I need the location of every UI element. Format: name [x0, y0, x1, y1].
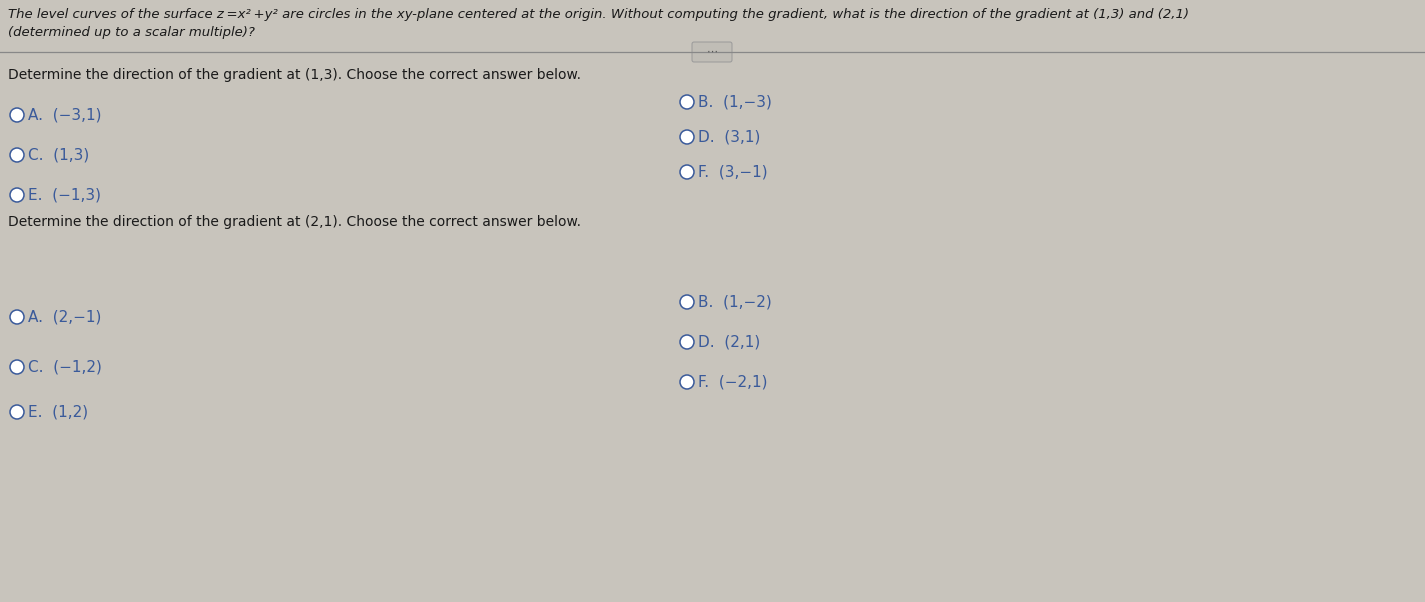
Circle shape	[680, 130, 694, 144]
Text: C.  (1,3): C. (1,3)	[28, 147, 90, 163]
Circle shape	[10, 360, 24, 374]
Text: Determine the direction of the gradient at (1,3). Choose the correct answer belo: Determine the direction of the gradient …	[9, 68, 581, 82]
Text: C.  (−1,2): C. (−1,2)	[28, 359, 101, 374]
Text: ⋯: ⋯	[707, 47, 718, 57]
Text: The level curves of the surface z =x² +y² are circles in the xy-plane centered a: The level curves of the surface z =x² +y…	[9, 8, 1188, 21]
Circle shape	[680, 95, 694, 109]
Text: E.  (1,2): E. (1,2)	[28, 405, 88, 420]
Text: A.  (−3,1): A. (−3,1)	[28, 108, 101, 122]
Text: A.  (2,−1): A. (2,−1)	[28, 309, 101, 324]
Circle shape	[10, 108, 24, 122]
Text: Determine the direction of the gradient at (2,1). Choose the correct answer belo: Determine the direction of the gradient …	[9, 215, 581, 229]
Circle shape	[680, 295, 694, 309]
Circle shape	[10, 310, 24, 324]
Text: (determined up to a scalar multiple)?: (determined up to a scalar multiple)?	[9, 26, 255, 39]
Text: B.  (1,−2): B. (1,−2)	[698, 294, 772, 309]
Circle shape	[10, 188, 24, 202]
Text: B.  (1,−3): B. (1,−3)	[698, 95, 772, 110]
Circle shape	[10, 148, 24, 162]
Circle shape	[680, 375, 694, 389]
Circle shape	[680, 165, 694, 179]
Text: D.  (3,1): D. (3,1)	[698, 129, 761, 144]
Text: F.  (−2,1): F. (−2,1)	[698, 374, 768, 389]
Text: F.  (3,−1): F. (3,−1)	[698, 164, 768, 179]
Text: D.  (2,1): D. (2,1)	[698, 335, 761, 350]
FancyBboxPatch shape	[693, 42, 732, 62]
Circle shape	[680, 335, 694, 349]
Circle shape	[10, 405, 24, 419]
Text: E.  (−1,3): E. (−1,3)	[28, 187, 101, 202]
